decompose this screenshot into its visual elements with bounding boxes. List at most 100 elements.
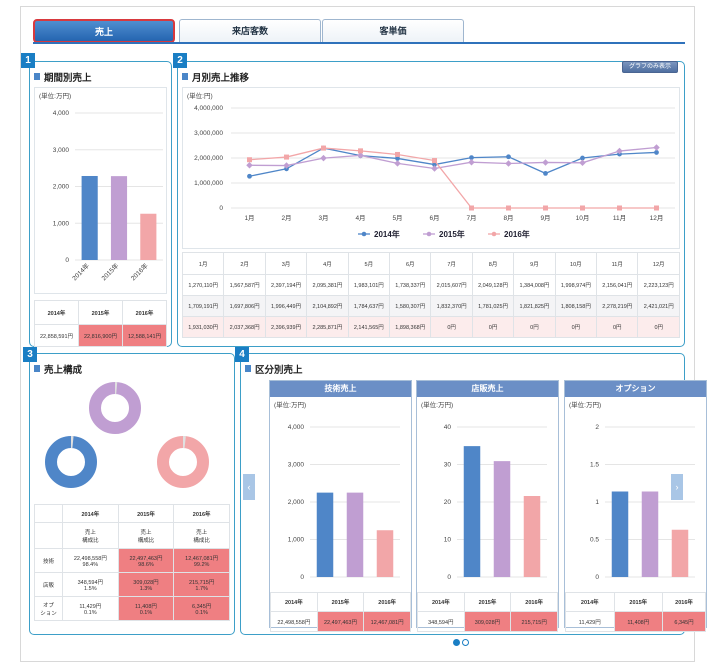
x-tick-label: 2015年: [99, 261, 121, 283]
pager-dot[interactable]: [462, 639, 469, 646]
cell: 22,498,558円 98.4%: [62, 548, 119, 573]
panel-number: 2: [173, 53, 187, 68]
month-header: 12月: [637, 252, 680, 275]
value-2016: 12,467,081円: [363, 611, 411, 632]
month-header: 11月: [596, 252, 639, 275]
row-label: 店販: [34, 572, 63, 597]
month-header: 10月: [554, 252, 598, 275]
monthly-cell: 2,049,128円: [471, 274, 515, 296]
point: [394, 160, 401, 167]
monthly-cell: 2,156,041円: [596, 274, 639, 296]
series-line-2016年: [249, 147, 657, 209]
cell: 215,715円 1.7%: [173, 572, 230, 597]
point: [543, 205, 548, 211]
bar-2014年: [611, 491, 629, 577]
monthly-cell: 2,396,939円: [264, 316, 308, 338]
prev-arrow[interactable]: ‹: [243, 474, 255, 500]
y-tick-label: 4,000,000: [194, 105, 223, 112]
year-2015: 2015年: [613, 592, 664, 612]
x-tick-label: 2016年: [129, 261, 151, 283]
y-tick-label: 4,000: [53, 110, 70, 117]
month-header: 2月: [223, 252, 266, 275]
year-2016: 2016年: [122, 300, 167, 325]
col-header: 売上 構成比: [117, 522, 175, 549]
legend-label: 2015年: [439, 229, 465, 239]
point: [469, 205, 474, 211]
month-header: 5月: [347, 252, 391, 275]
composition-donuts: [45, 382, 209, 488]
cell: 12,467,081円 99.2%: [173, 548, 230, 573]
y-tick-label: 0: [300, 574, 304, 581]
year-2015: 2015年: [78, 300, 123, 325]
year-2014: 2014年: [62, 504, 119, 523]
bar-2015年: [641, 491, 659, 577]
year-2014: 2014年: [565, 592, 615, 612]
monthly-cell: 1,832,370円: [430, 295, 473, 317]
donut-minor-slice: [157, 436, 209, 488]
chart-area: (単位:万円) 4,000 3,000 2,000 1,000 0 2014年 2015年 20…: [34, 87, 167, 294]
month-header: 3月: [264, 252, 308, 275]
monthly-cell: 2,421,021円: [637, 295, 680, 317]
value-2014: 22,498,558円: [270, 611, 318, 632]
composition-table: 2014年 2015年 2016年 売上 構成比 売上 構成比 売上 構成比 技…: [34, 504, 230, 621]
tab-sales[interactable]: 売上: [33, 19, 175, 43]
monthly-cell: 1,808,158円: [554, 295, 598, 317]
panel-sales-composition: 売上構成 2014年 2015年 2016年 売上 構成比 売上 構成比 売上 …: [29, 353, 235, 635]
x-tick-label: 4月: [355, 214, 365, 222]
monthly-cell: 2,015,607円: [430, 274, 473, 296]
next-arrow[interactable]: ›: [671, 474, 683, 500]
y-tick-label: 0: [447, 574, 451, 581]
point: [468, 158, 475, 166]
point: [247, 157, 252, 163]
dashboard-frame: 売上 来店客数 客単価 期間別売上 (単位:万円) 4,000 3,000 2,000…: [20, 6, 707, 662]
category-table: 2014年 2015年 2016年 11,429円 11,408円 6,345円: [565, 592, 706, 632]
year-2014: 2014年: [34, 300, 79, 325]
point: [358, 148, 363, 154]
col-header: 売上 構成比: [62, 522, 119, 549]
unit-label: (単位:万円): [569, 400, 601, 409]
value-2015: 11,408円: [613, 611, 664, 632]
year-2014: 2014年: [270, 592, 318, 612]
cell: 348,594円 1.5%: [62, 572, 119, 597]
value-2015: 309,028円: [463, 611, 512, 632]
pager-dot-active[interactable]: [453, 639, 460, 646]
monthly-cell: 2,278,219円: [596, 295, 639, 317]
category-bar-chart: (単位:万円) 40 30 20 10 0: [421, 400, 547, 581]
bar-2014年: [463, 446, 481, 577]
panel-title: 区分別売上: [245, 362, 303, 376]
tab-unit-price[interactable]: 客単価: [322, 19, 464, 43]
category-bar-chart: (単位:万円) 2 1.5 1 0.5 0: [569, 400, 695, 581]
point: [654, 150, 659, 155]
y-tick-label: 10: [444, 537, 452, 544]
legend-label: 2016年: [504, 229, 530, 239]
monthly-cell: 1,996,449円: [264, 295, 308, 317]
unit-label: (単位:万円): [274, 400, 306, 409]
row-label: 技術: [34, 548, 63, 573]
point: [246, 162, 253, 169]
y-tick-label: 4,000: [288, 424, 305, 431]
monthly-cell: 1,931,030円: [181, 316, 225, 338]
legend-marker: [361, 231, 367, 237]
monthly-cell: 0円: [471, 316, 515, 338]
bar-2015年: [346, 492, 364, 577]
col-header: 売上 構成比: [173, 522, 230, 549]
bar-2014年: [81, 175, 98, 260]
bar-2016年: [140, 213, 157, 260]
graph-only-button[interactable]: グラフのみ表示: [621, 61, 678, 73]
month-header: 4月: [306, 252, 349, 275]
point: [653, 144, 660, 151]
x-tick-label: 10月: [576, 214, 590, 222]
y-tick-label: 1.5: [590, 462, 599, 469]
month-header: 8月: [471, 252, 515, 275]
point: [321, 145, 326, 151]
x-tick-label: 5月: [392, 214, 402, 222]
monthly-cell: 1,738,337円: [389, 274, 432, 296]
chart-area: (単位:円) 4,000,000 3,000,000 2,000,000 1,000,0…: [182, 87, 680, 249]
monthly-cell: 1,784,637円: [347, 295, 391, 317]
series-line-2014年: [249, 147, 657, 177]
point: [395, 151, 400, 157]
value-2015: 22,497,463円: [316, 611, 365, 632]
legend-label: 2014年: [374, 229, 400, 239]
y-tick-label: 3,000: [288, 462, 305, 469]
tab-customers[interactable]: 来店客数: [179, 19, 321, 43]
